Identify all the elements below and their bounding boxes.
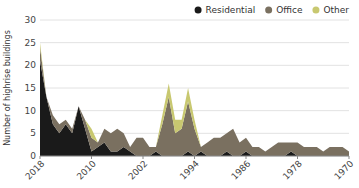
legend-label: Office — [276, 5, 303, 15]
grid-line — [40, 65, 349, 66]
legend-marker — [195, 7, 202, 14]
x-tick — [246, 156, 247, 159]
y-tick-label: 15 — [25, 83, 36, 93]
y-axis-label: Number of highrise buildings — [3, 30, 12, 146]
x-tick — [91, 156, 92, 159]
legend-marker — [312, 7, 319, 14]
x-tick-label: 1986 — [229, 158, 252, 181]
legend: Residential Office Other — [195, 5, 350, 15]
y-tick-label: 30 — [25, 15, 37, 25]
x-tick-label: 1970 — [332, 158, 355, 181]
grid-line — [40, 88, 349, 89]
grid — [40, 20, 349, 156]
y-tick-label: 0 — [30, 151, 36, 161]
x-tick — [40, 156, 41, 159]
x-tick-label: 1994 — [178, 158, 201, 181]
x-tick-label: 2018 — [23, 158, 46, 181]
areas — [40, 43, 349, 156]
x-tick-label: 2002 — [126, 158, 149, 181]
x-tick — [194, 156, 195, 159]
x-tick — [297, 156, 298, 159]
x-tick — [349, 156, 350, 159]
grid-line — [40, 20, 349, 21]
x-tick-label: 2010 — [75, 158, 98, 181]
y-tick-label: 5 — [30, 128, 36, 138]
y-tick-label: 25 — [25, 38, 36, 48]
x-tick — [143, 156, 144, 159]
legend-label: Residential — [206, 5, 256, 15]
legend-marker — [265, 7, 272, 14]
area-other — [40, 43, 349, 152]
legend-label: Other — [323, 5, 349, 15]
y-tick-label: 10 — [25, 106, 37, 116]
area-office — [40, 47, 349, 156]
grid-line — [40, 110, 349, 111]
y-tick-label: 20 — [25, 60, 37, 70]
grid-line — [40, 42, 349, 43]
chart: 0 5 10 15 20 25 30 2018 2010 2002 1994 1986 1978 1970… — [0, 0, 359, 188]
x-tick-label: 1978 — [281, 158, 304, 181]
